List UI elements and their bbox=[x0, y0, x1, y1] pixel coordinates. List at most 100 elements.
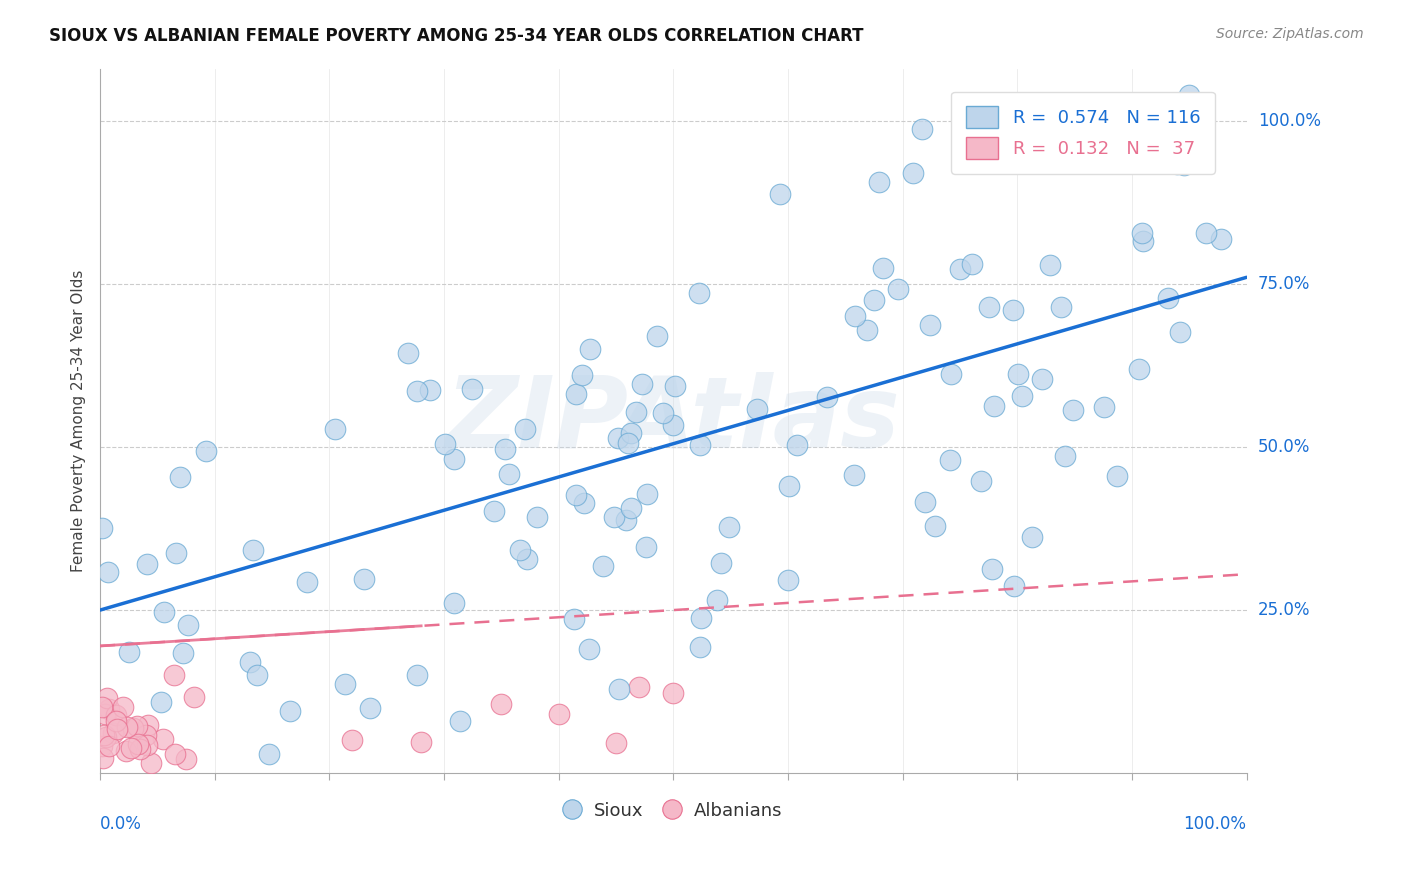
Point bbox=[745, 402, 768, 417]
Point bbox=[242, 543, 264, 558]
Point bbox=[194, 444, 217, 458]
Point bbox=[579, 342, 602, 356]
Point bbox=[239, 655, 262, 669]
Point bbox=[112, 699, 135, 714]
Text: 25.0%: 25.0% bbox=[1258, 601, 1310, 619]
Point bbox=[91, 699, 114, 714]
Point bbox=[1166, 157, 1188, 171]
Point bbox=[1039, 258, 1062, 272]
Point bbox=[565, 488, 588, 502]
Point bbox=[1211, 232, 1233, 246]
Point bbox=[516, 551, 538, 566]
Point bbox=[815, 390, 838, 404]
Point bbox=[547, 707, 569, 722]
Point bbox=[939, 367, 962, 381]
Point bbox=[1031, 372, 1053, 386]
Point bbox=[768, 187, 790, 202]
Point bbox=[1007, 367, 1029, 381]
Point bbox=[411, 735, 433, 749]
Point bbox=[1002, 302, 1025, 317]
Text: Source: ZipAtlas.com: Source: ZipAtlas.com bbox=[1216, 27, 1364, 41]
Point bbox=[461, 382, 484, 396]
Point bbox=[257, 747, 280, 761]
Point bbox=[939, 453, 962, 467]
Point bbox=[396, 346, 419, 360]
Point bbox=[90, 521, 112, 535]
Point bbox=[844, 309, 866, 323]
Point bbox=[863, 293, 886, 307]
Point bbox=[872, 260, 894, 275]
Point bbox=[94, 706, 117, 721]
Point bbox=[449, 714, 471, 728]
Point bbox=[135, 738, 157, 752]
Point bbox=[433, 437, 456, 451]
Point bbox=[562, 612, 585, 626]
Text: 75.0%: 75.0% bbox=[1258, 275, 1310, 293]
Point bbox=[607, 681, 630, 696]
Point bbox=[960, 257, 983, 271]
Point bbox=[616, 513, 638, 527]
Text: 100.0%: 100.0% bbox=[1184, 815, 1247, 833]
Point bbox=[664, 379, 686, 393]
Point bbox=[165, 546, 187, 560]
Point bbox=[918, 318, 941, 333]
Point bbox=[977, 300, 1000, 314]
Point bbox=[574, 495, 596, 509]
Point bbox=[645, 329, 668, 343]
Point bbox=[690, 611, 713, 625]
Point bbox=[482, 504, 505, 518]
Point bbox=[605, 736, 627, 750]
Point bbox=[1195, 226, 1218, 240]
Point bbox=[97, 739, 120, 753]
Point bbox=[405, 668, 427, 682]
Point bbox=[129, 742, 152, 756]
Point bbox=[911, 122, 934, 136]
Text: ZIPAtlas: ZIPAtlas bbox=[446, 372, 901, 469]
Point bbox=[246, 668, 269, 682]
Point bbox=[183, 690, 205, 704]
Point bbox=[117, 720, 139, 734]
Point bbox=[135, 728, 157, 742]
Point bbox=[96, 690, 118, 705]
Point bbox=[717, 520, 740, 534]
Point bbox=[150, 694, 173, 708]
Point bbox=[1021, 530, 1043, 544]
Point bbox=[662, 418, 685, 433]
Point bbox=[1178, 87, 1201, 102]
Point bbox=[778, 479, 800, 493]
Point bbox=[603, 510, 626, 524]
Point bbox=[121, 721, 143, 735]
Y-axis label: Female Poverty Among 25-34 Year Olds: Female Poverty Among 25-34 Year Olds bbox=[72, 269, 86, 572]
Text: 0.0%: 0.0% bbox=[100, 815, 142, 833]
Point bbox=[1128, 362, 1150, 376]
Point bbox=[103, 726, 125, 740]
Point bbox=[176, 618, 198, 632]
Point bbox=[104, 714, 127, 728]
Point bbox=[1053, 449, 1076, 463]
Point bbox=[592, 558, 614, 573]
Point bbox=[491, 697, 513, 711]
Point bbox=[359, 700, 381, 714]
Point bbox=[136, 718, 159, 732]
Point bbox=[1092, 400, 1115, 414]
Point bbox=[333, 677, 356, 691]
Point bbox=[903, 166, 925, 180]
Point bbox=[1011, 389, 1033, 403]
Point bbox=[135, 558, 157, 572]
Point bbox=[406, 384, 429, 398]
Point bbox=[970, 474, 993, 488]
Point bbox=[1168, 325, 1191, 339]
Point bbox=[94, 730, 117, 744]
Text: SIOUX VS ALBANIAN FEMALE POVERTY AMONG 25-34 YEAR OLDS CORRELATION CHART: SIOUX VS ALBANIAN FEMALE POVERTY AMONG 2… bbox=[49, 27, 863, 45]
Point bbox=[620, 426, 643, 441]
Point bbox=[842, 467, 865, 482]
Point bbox=[443, 452, 465, 467]
Point bbox=[1107, 468, 1129, 483]
Point bbox=[636, 487, 658, 501]
Point bbox=[626, 405, 648, 419]
Point bbox=[93, 728, 115, 742]
Point bbox=[323, 422, 346, 436]
Point bbox=[607, 431, 630, 445]
Point bbox=[689, 640, 711, 654]
Point bbox=[706, 593, 728, 607]
